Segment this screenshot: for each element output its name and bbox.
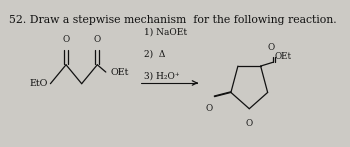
Text: 52. Draw a stepwise mechanism  for the following reaction.: 52. Draw a stepwise mechanism for the fo…	[9, 15, 337, 25]
Text: 3) H₂O⁺: 3) H₂O⁺	[144, 71, 180, 80]
Text: O: O	[62, 35, 70, 44]
Text: 1) NaOEt: 1) NaOEt	[144, 28, 187, 37]
Text: O: O	[94, 35, 101, 44]
Text: O: O	[246, 119, 253, 128]
Text: O: O	[268, 43, 275, 52]
Text: OEt: OEt	[274, 52, 291, 61]
Text: O: O	[205, 104, 212, 113]
Text: EtO: EtO	[30, 79, 48, 88]
Text: OEt: OEt	[111, 67, 129, 77]
Text: 2)  Δ: 2) Δ	[144, 50, 166, 59]
